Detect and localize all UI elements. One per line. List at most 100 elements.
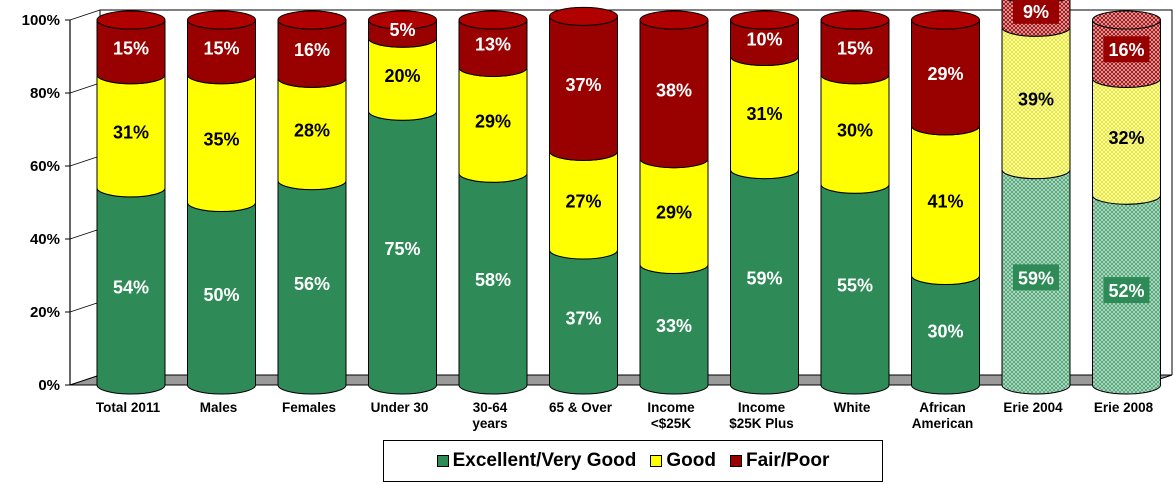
data-label: 13% <box>475 35 511 55</box>
category-label: Erie 2004 <box>1003 400 1063 415</box>
data-label: 50% <box>203 285 239 305</box>
data-label: 38% <box>656 80 692 100</box>
y-tick-label: 40% <box>30 231 60 248</box>
data-label: 28% <box>294 121 330 141</box>
y-tick-diagonal <box>69 82 101 94</box>
data-label: 27% <box>565 192 601 212</box>
category-label: Income <box>738 400 786 415</box>
data-label: 15% <box>113 38 149 58</box>
bar-top-cap <box>911 10 980 30</box>
y-tick-label: 100% <box>22 12 60 29</box>
data-label: 58% <box>475 270 511 290</box>
legend-label: Fair/Poor <box>745 450 830 471</box>
category-label: Females <box>282 400 336 415</box>
bar-top-cap <box>277 10 347 30</box>
data-label: 59% <box>1018 268 1054 288</box>
legend: Excellent/Very Good Good Fair/Poor <box>383 440 883 482</box>
data-label: 29% <box>927 64 963 84</box>
category-label: 65 & Over <box>549 400 613 415</box>
category-label: Males <box>200 400 238 415</box>
data-label: 37% <box>565 75 601 95</box>
bar-top-cap <box>96 10 166 30</box>
category-label: Erie 2008 <box>1094 400 1154 415</box>
y-tick-label: 20% <box>30 304 60 321</box>
legend-item: Good <box>650 450 716 472</box>
data-label: 37% <box>565 308 601 328</box>
data-label: 15% <box>837 38 873 58</box>
legend-item: Fair/Poor <box>729 450 830 472</box>
data-label: 31% <box>746 104 782 124</box>
category-label: Income <box>647 400 695 415</box>
data-label: 16% <box>1108 40 1144 60</box>
data-label: 10% <box>746 29 782 49</box>
data-label: 35% <box>203 130 239 150</box>
data-label-background <box>1013 264 1059 291</box>
category-label: Total 2011 <box>96 400 161 415</box>
category-labels-group: Total 2011 Males Females Under 30 30-64years… <box>96 400 1154 431</box>
bar-stack <box>187 10 256 395</box>
data-label: 75% <box>384 239 420 259</box>
bar-stack <box>1092 10 1161 395</box>
data-label-background <box>1013 0 1059 24</box>
category-label: $25K Plus <box>729 416 794 431</box>
data-label: 52% <box>1108 281 1144 301</box>
category-label: Under 30 <box>371 400 429 415</box>
bar-top-cap <box>639 10 709 30</box>
data-label: 56% <box>294 274 330 294</box>
data-label: 30% <box>927 321 963 341</box>
data-label-background <box>1103 36 1150 63</box>
data-label: 32% <box>1108 128 1144 148</box>
data-label: 9% <box>1023 2 1049 22</box>
data-labels-group: 54% 31% 15% 50% 35% 15% 56% 28% 16% 75% 20% 5% 58% 29… <box>113 0 1150 341</box>
y-tick-diagonal <box>69 374 101 386</box>
y-tick-diagonal <box>69 155 101 167</box>
bar-stack <box>1001 0 1071 395</box>
data-label: 54% <box>113 277 149 297</box>
bar-stack <box>277 10 347 395</box>
bar-top-cap <box>730 10 799 30</box>
bar-top-cap <box>820 10 890 30</box>
category-label: years <box>472 416 507 431</box>
bar-top-cap <box>368 10 437 30</box>
stacked-cylinder-chart: 0% 20% 40% 60% 80% 100% 54% 31% 15% 50% 35% 15% 56%… <box>22 0 1173 431</box>
bar-top-cap <box>1092 10 1161 30</box>
category-label: 30-64 <box>473 400 508 415</box>
data-label: 55% <box>837 276 873 296</box>
y-tick-diagonal <box>69 9 101 21</box>
bar-top-cap <box>549 6 618 26</box>
data-label-background <box>1103 277 1150 304</box>
bars-group <box>96 0 1161 395</box>
bar-top-cap <box>187 10 256 30</box>
bar-top-cap <box>458 10 528 30</box>
bar-stack <box>96 10 166 395</box>
data-label: 29% <box>475 111 511 131</box>
y-tick-label: 0% <box>38 377 60 394</box>
legend-swatch <box>650 455 663 467</box>
y-tick-diagonal <box>69 228 101 240</box>
y-tick-diagonal <box>69 301 101 313</box>
data-label: 41% <box>927 192 963 212</box>
category-label: American <box>912 416 974 431</box>
data-label: 59% <box>746 268 782 288</box>
data-label: 33% <box>656 316 692 336</box>
legend-item: Excellent/Very Good <box>436 450 637 472</box>
category-label: White <box>834 400 871 415</box>
bar-stack <box>639 10 709 395</box>
data-label: 5% <box>389 20 415 40</box>
legend-swatch <box>729 455 742 467</box>
bar-stack <box>458 10 528 395</box>
data-label: 16% <box>294 40 330 60</box>
legend-label: Excellent/Very Good <box>452 450 637 471</box>
bar-stack <box>549 6 618 395</box>
category-label: <$25K <box>651 416 691 431</box>
data-label: 39% <box>1018 89 1054 109</box>
bar-stack <box>820 10 890 395</box>
category-label: African <box>919 400 966 415</box>
bar-stack <box>730 10 799 395</box>
legend-swatch <box>436 455 449 467</box>
data-label: 20% <box>384 66 420 86</box>
data-label: 31% <box>113 122 149 142</box>
data-label: 15% <box>203 38 239 58</box>
data-label: 30% <box>837 121 873 141</box>
data-label: 29% <box>656 203 692 223</box>
